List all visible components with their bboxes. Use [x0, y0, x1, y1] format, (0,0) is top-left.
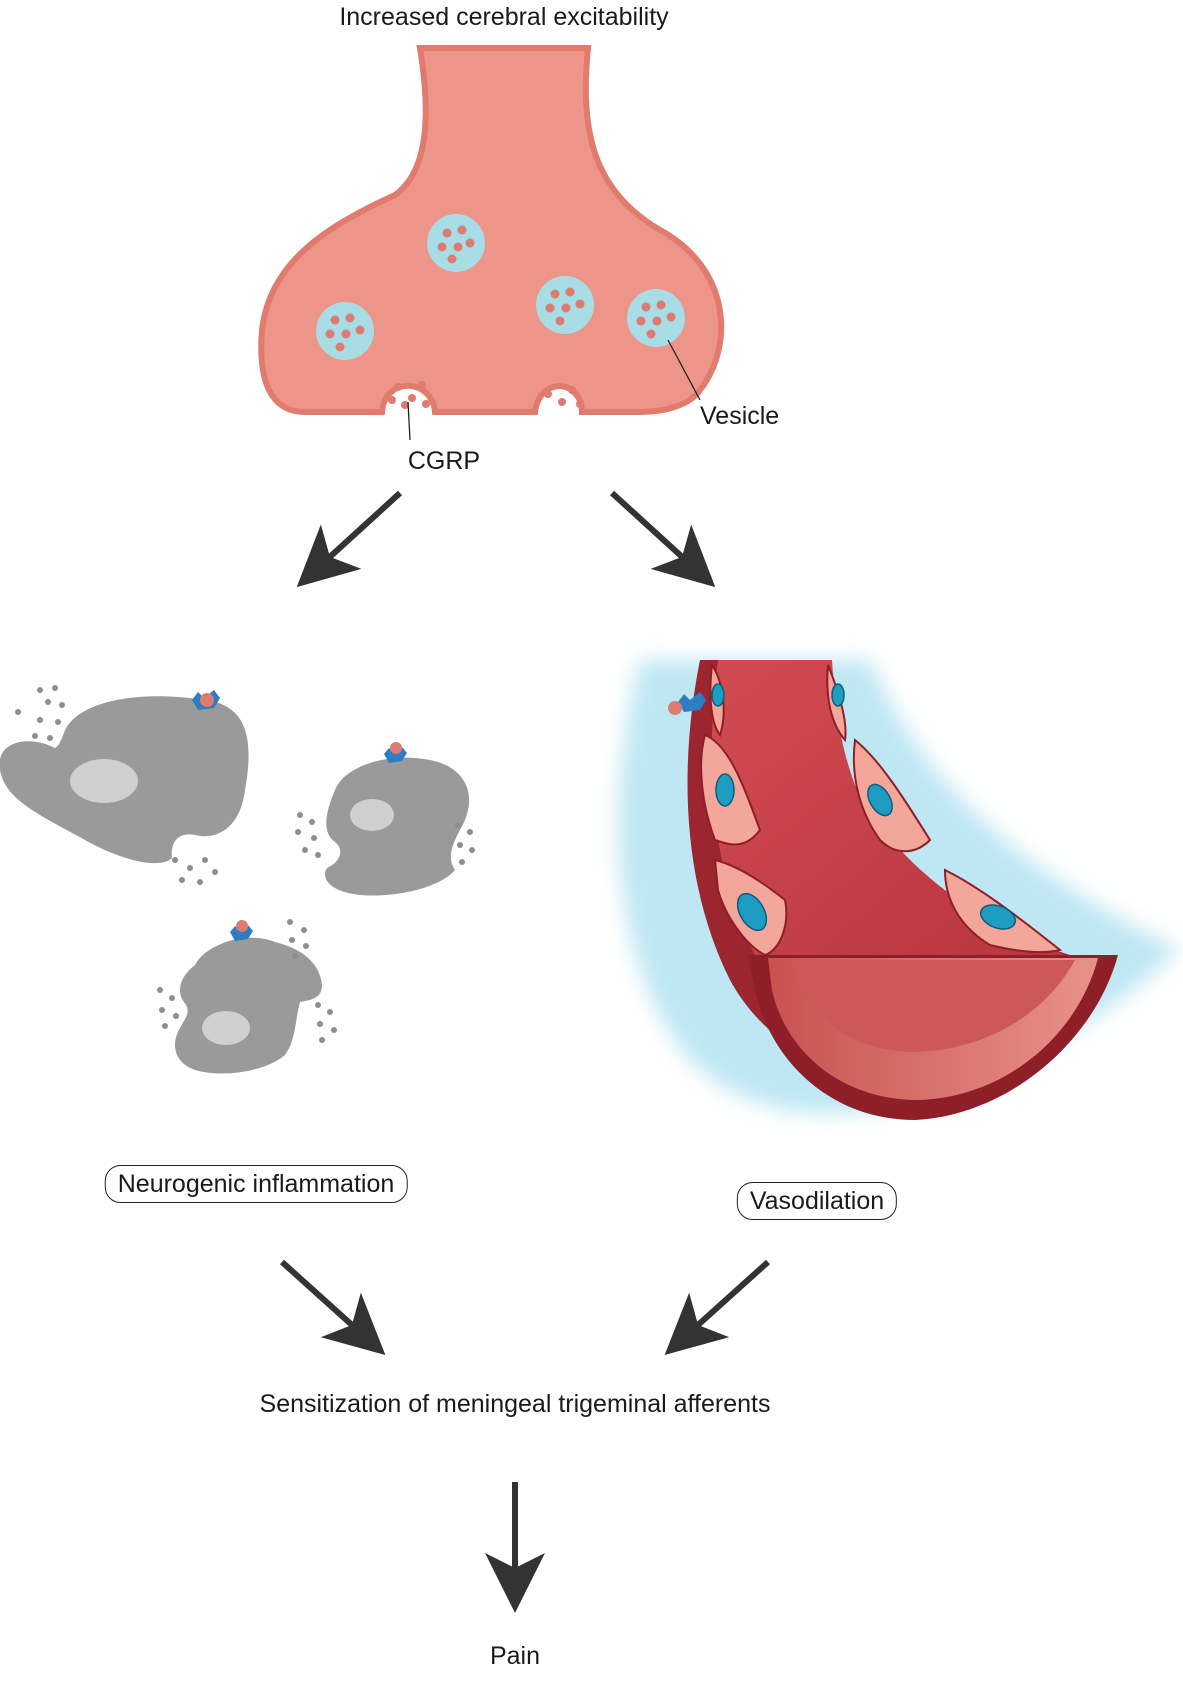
blood-vessel — [618, 660, 1180, 1120]
receptor-icon — [230, 920, 253, 941]
vesicle-leader-line — [667, 339, 701, 401]
receptor-icon — [668, 692, 706, 715]
secretion-dots — [15, 685, 475, 1043]
label-vasodilation: Vasodilation — [736, 1182, 898, 1220]
immune-cell — [175, 937, 322, 1074]
receptor-icon — [384, 742, 407, 763]
vesicle — [316, 302, 374, 360]
vessel-lumen — [711, 660, 1065, 955]
vesicle — [427, 214, 485, 272]
label-pain: Pain — [489, 1642, 541, 1670]
cgrp-release-dots — [388, 381, 584, 409]
cgrp-receptors — [192, 690, 407, 941]
immune-cell — [0, 696, 249, 864]
arrow-to-vasodilation — [609, 490, 716, 588]
arrow-inflammation-to-sensitization — [279, 1259, 386, 1356]
vesicle — [536, 276, 594, 334]
neuron-terminal — [258, 45, 725, 441]
endothelial-cells — [700, 662, 1063, 957]
label-sensitization: Sensitization of meningeal trigeminal af… — [259, 1390, 771, 1418]
label-vesicle: Vesicle — [700, 402, 780, 430]
arrow-vasodilation-to-sensitization — [664, 1259, 771, 1356]
arrow-to-inflammation — [296, 490, 403, 588]
cgrp-leader-line — [407, 401, 411, 441]
receptor-icon — [192, 690, 220, 710]
label-cgrp: CGRP — [407, 447, 481, 475]
vesicle — [627, 289, 685, 347]
label-neurogenic-inflammation: Neurogenic inflammation — [104, 1165, 408, 1203]
neuron-body — [258, 45, 725, 415]
immune-cell — [325, 757, 470, 896]
label-increased-cerebral-excitability: Increased cerebral excitability — [339, 3, 669, 31]
immune-cells — [0, 685, 475, 1074]
vesicles — [316, 214, 685, 360]
